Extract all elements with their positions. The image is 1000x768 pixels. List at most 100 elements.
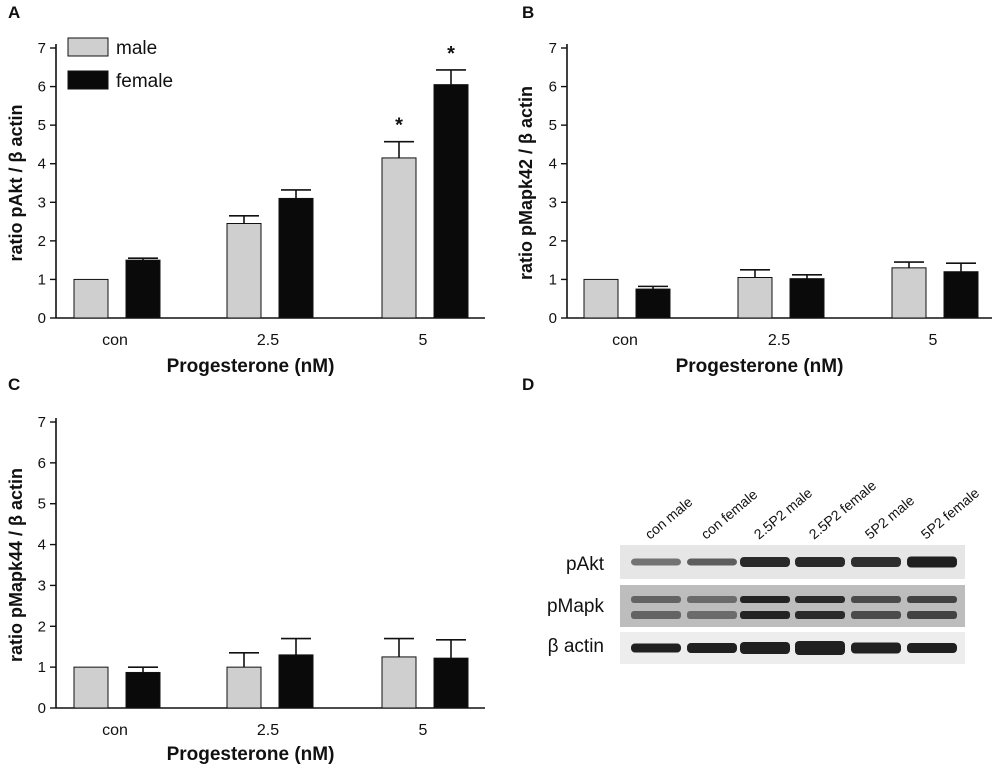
blot-band-actin (687, 643, 737, 653)
x-tick-label: 2.5 (257, 722, 279, 739)
chart-c-pmapk44: 0 1 2 3 4 5 6 7 con 2.5 5 Progesterone (nM) ratio pM… (6, 414, 485, 765)
y-tick-label: 4 (549, 156, 557, 173)
blot-band-pmapk-upper (907, 596, 957, 603)
y-tick-label: 5 (549, 117, 557, 134)
blot-band-pmapk-lower (687, 611, 737, 619)
bar-female-con (125, 259, 161, 319)
x-axis-label: Progesterone (nM) (167, 356, 335, 377)
x-axis-label: Progesterone (nM) (676, 356, 844, 377)
x-tick-label: 2.5 (768, 332, 790, 349)
bar-male-2.5 (226, 666, 262, 709)
bar-male-5 (381, 157, 417, 319)
bar-female-2.5 (278, 654, 314, 709)
membrane-pmapk (620, 585, 965, 627)
blot-band-pmapk-lower (795, 611, 845, 619)
significance-mark: * (395, 115, 403, 137)
blot-lane-label: 5P2 male (862, 492, 918, 542)
bar-female-5 (433, 657, 469, 709)
y-tick-label: 1 (38, 659, 46, 676)
y-tick-label: 7 (549, 40, 557, 57)
blot-band-pakt (740, 557, 790, 567)
bar-male-2.5 (737, 277, 773, 319)
blot-band-pmapk-lower (631, 611, 681, 619)
blot-band-pmapk-lower (907, 611, 957, 619)
y-tick-label: 7 (38, 40, 46, 57)
y-tick-label: 2 (38, 233, 46, 250)
x-tick-label: con (612, 332, 638, 349)
x-tick-label: 5 (419, 722, 428, 739)
y-tick-label: 0 (549, 310, 557, 327)
y-tick-label: 6 (549, 79, 557, 96)
x-axis-label: Progesterone (nM) (167, 744, 335, 765)
blot-band-pmapk-upper (851, 596, 901, 603)
y-tick-label: 3 (38, 577, 46, 594)
y-tick-label: 6 (38, 79, 46, 96)
x-tick-label: 2.5 (257, 332, 279, 349)
y-tick-label: 6 (38, 455, 46, 472)
y-tick-label: 0 (38, 700, 46, 717)
y-tick-label: 1 (549, 271, 557, 288)
chart-b-pmapk42: 0 1 2 3 4 5 6 7 con 2.5 5 Progesterone (nM) ratio pM… (516, 40, 992, 377)
x-tick-label: 5 (929, 332, 938, 349)
bar-male-5 (891, 267, 927, 319)
blot-band-actin (740, 642, 790, 654)
blot-row-label: β actin (548, 636, 604, 657)
legend-swatch-female (67, 70, 109, 90)
blot-row-label: pAkt (566, 554, 605, 575)
y-axis-label: ratio pMapk42 / β actin (516, 86, 536, 280)
y-tick-label: 5 (38, 117, 46, 134)
blot-bands (620, 545, 965, 664)
bar-female-2.5 (278, 197, 314, 319)
y-axis-label: ratio pAkt / β actin (6, 104, 26, 261)
bar-female-5 (433, 84, 469, 319)
blot-band-pakt (687, 558, 737, 566)
y-tick-label: 1 (38, 271, 46, 288)
bar-male-con (583, 278, 619, 319)
blot-band-pakt (631, 558, 681, 566)
x-tick-label: con (102, 332, 128, 349)
panel-letter-c: C (8, 375, 20, 394)
blot-band-pmapk-lower (851, 611, 901, 619)
legend-swatch-male (67, 37, 109, 57)
y-tick-label: 5 (38, 496, 46, 513)
y-tick-label: 4 (38, 537, 46, 554)
y-axis-label: ratio pMapk44 / β actin (6, 468, 26, 662)
blot-lane-label: con male (642, 493, 696, 542)
y-tick-label: 4 (38, 156, 46, 173)
chart-a-pakt: 0 1 2 3 4 5 6 7 con 2.5 5 * * Progesterone (nM) ratio … (6, 40, 485, 377)
blot-row-labels: pAkt pMapk β actin (547, 554, 605, 657)
legend: male female (67, 37, 173, 92)
bar-male-2.5 (226, 223, 262, 319)
panel-letter-d: D (522, 375, 534, 394)
blot-band-actin (795, 641, 845, 655)
x-tick-label: 5 (419, 332, 428, 349)
blot-band-pmapk-upper (740, 596, 790, 603)
blot-band-pmapk-upper (687, 596, 737, 603)
bar-male-con (73, 278, 109, 319)
blot-band-actin (631, 643, 681, 653)
blot-band-pakt (907, 556, 957, 568)
bar-male-con (73, 666, 109, 709)
y-tick-label: 3 (549, 194, 557, 211)
blot-lane-label: con female (698, 486, 761, 542)
bar-female-con (125, 671, 161, 709)
blot-band-pakt (851, 557, 901, 567)
blot-band-pakt (795, 557, 845, 567)
blot-band-pmapk-upper (795, 596, 845, 603)
significance-mark: * (447, 43, 455, 65)
blot-band-actin (907, 643, 957, 653)
blot-band-pmapk-lower (740, 611, 790, 619)
legend-label-male: male (116, 38, 157, 59)
bar-female-con (635, 288, 671, 319)
blot-band-actin (851, 642, 901, 654)
x-tick-label: con (102, 722, 128, 739)
y-tick-label: 7 (38, 414, 46, 431)
blot-band-pmapk-upper (631, 596, 681, 603)
y-tick-label: 2 (38, 618, 46, 635)
panel-letter-b: B (522, 3, 534, 22)
blot-lane-label: 5P2 female (918, 484, 983, 542)
bar-female-2.5 (789, 278, 825, 319)
